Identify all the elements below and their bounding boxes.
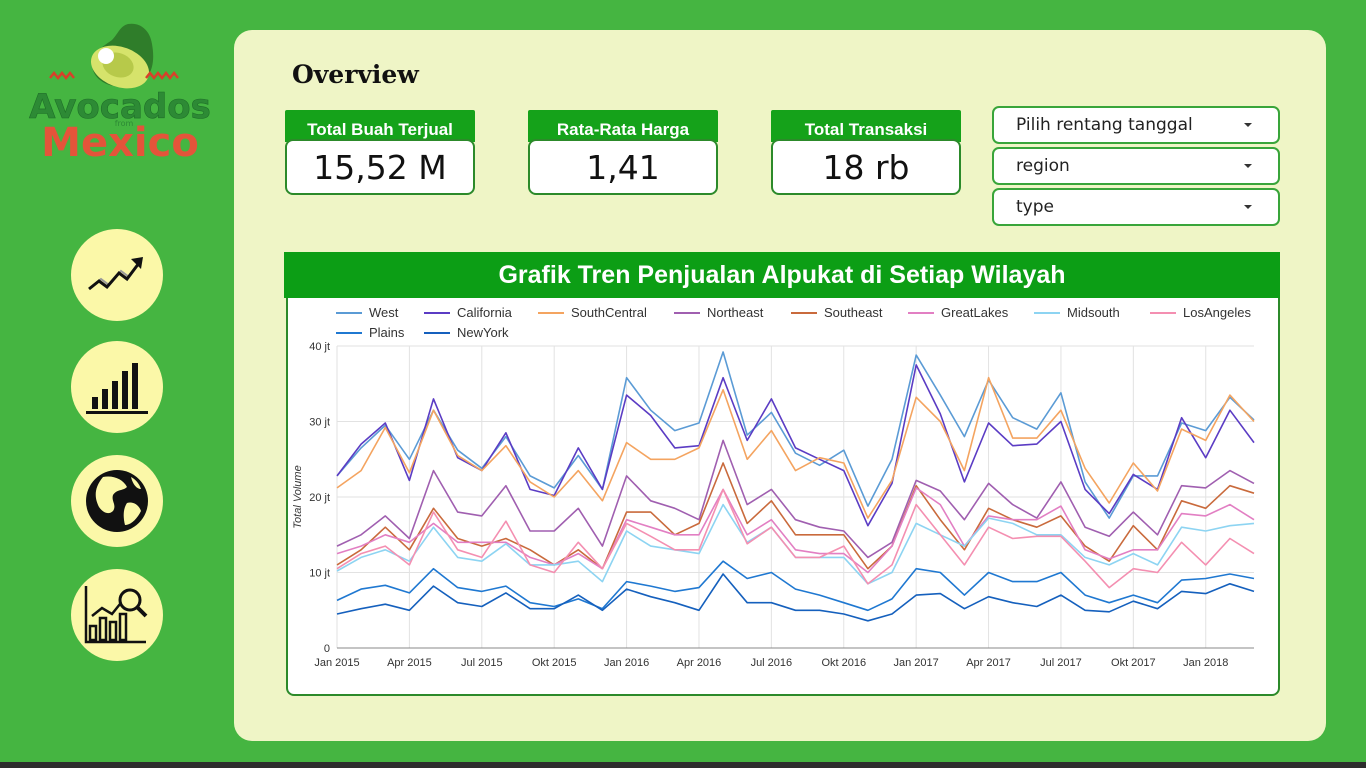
legend-label-greatlakes: GreatLakes	[941, 305, 1009, 320]
type-dropdown[interactable]: type	[992, 188, 1280, 226]
series-line-southeast	[336, 462, 1255, 570]
legend-label-california: California	[457, 305, 513, 320]
chart-title: Grafik Tren Penjualan Alpukat di Setiap …	[284, 252, 1280, 298]
nav-trend-button[interactable]	[71, 229, 163, 321]
caret-down-icon	[1244, 164, 1252, 168]
y-tick-label: 30 jt	[309, 417, 330, 429]
date-range-label: Pilih rentang tanggal	[1016, 115, 1193, 135]
logo-line1: Avocados	[29, 87, 211, 127]
x-tick-label: Jan 2017	[894, 657, 939, 669]
analytics-magnifier-icon	[84, 586, 148, 644]
nav-globe-button[interactable]	[71, 455, 163, 547]
caret-down-icon	[1244, 205, 1252, 209]
page-title: Overview	[292, 60, 419, 89]
bottom-strip	[0, 762, 1366, 768]
series-line-northeast	[336, 439, 1255, 559]
x-tick-label: Jan 2015	[314, 657, 359, 669]
date-range-dropdown[interactable]: Pilih rentang tanggal	[992, 106, 1280, 144]
y-tick-label: 20 jt	[309, 492, 330, 504]
x-tick-label: Apr 2016	[677, 657, 722, 669]
series-line-southcentral	[336, 376, 1255, 519]
x-tick-label: Jan 2018	[1183, 657, 1228, 669]
y-tick-label: 40 jt	[309, 341, 330, 353]
type-label: type	[1016, 197, 1054, 217]
x-tick-label: Apr 2015	[387, 657, 432, 669]
x-tick-label: Jan 2016	[604, 657, 649, 669]
series-line-california	[336, 364, 1255, 527]
logo-line2: Mexico	[41, 120, 199, 166]
line-chart[interactable]: 0 10 jt 20 jt 30 jt 40 jt Jan 2015 Apr 2015 Jul…	[286, 298, 1280, 694]
logo-small-text: from	[115, 119, 134, 128]
legend-label-southeast: Southeast	[824, 305, 883, 320]
legend-label-losangeles: LosAngeles	[1183, 305, 1251, 320]
series-line-plains	[336, 560, 1255, 612]
region-label: region	[1016, 156, 1070, 176]
globe-icon	[86, 470, 148, 532]
series-line-west	[336, 351, 1255, 519]
kpi-value: 1,41	[528, 139, 718, 195]
kpi-value: 15,52 M	[285, 139, 475, 195]
avocado-icon	[90, 23, 154, 89]
kpi-total-sold: Total Buah Terjual 15,52 M	[285, 110, 475, 195]
y-tick-label: 0	[324, 643, 330, 655]
bar-chart-icon	[86, 363, 148, 414]
legend-label-newyork: NewYork	[457, 325, 509, 340]
legend-label-southcentral: SouthCentral	[571, 305, 647, 320]
nav-bar-chart-button[interactable]	[71, 341, 163, 433]
kpi-average-price: Rata-Rata Harga 1,41	[528, 110, 718, 195]
x-tick-label: Okt 2015	[532, 657, 577, 669]
x-tick-label: Apr 2017	[966, 657, 1011, 669]
x-tick-label: Jul 2015	[461, 657, 503, 669]
caret-down-icon	[1244, 123, 1252, 127]
trend-arrow-icon	[88, 257, 143, 291]
x-tick-label: Jul 2016	[751, 657, 793, 669]
kpi-label: Total Buah Terjual	[285, 110, 475, 142]
avocados-from-mexico-logo: Avocados from Mexico	[29, 23, 211, 166]
series-line-greatlakes	[336, 487, 1255, 574]
series-line-losangeles	[336, 488, 1255, 589]
x-tick-label: Okt 2016	[821, 657, 866, 669]
legend-label-northeast: Northeast	[707, 305, 764, 320]
legend-label-plains: Plains	[369, 325, 405, 340]
x-tick-label: Okt 2017	[1111, 657, 1156, 669]
x-tick-label: Jul 2017	[1040, 657, 1082, 669]
legend-label-west: West	[369, 305, 399, 320]
kpi-total-transactions: Total Transaksi 18 rb	[771, 110, 961, 195]
series-line-newyork	[336, 573, 1255, 622]
kpi-label: Rata-Rata Harga	[528, 110, 718, 142]
y-tick-label: 10 jt	[309, 568, 330, 580]
nav-analytics-button[interactable]	[71, 569, 163, 661]
kpi-label: Total Transaksi	[771, 110, 961, 142]
y-axis-label: Total Volume	[292, 465, 304, 528]
region-dropdown[interactable]: region	[992, 147, 1280, 185]
legend-label-midsouth: Midsouth	[1067, 305, 1120, 320]
kpi-value: 18 rb	[771, 139, 961, 195]
